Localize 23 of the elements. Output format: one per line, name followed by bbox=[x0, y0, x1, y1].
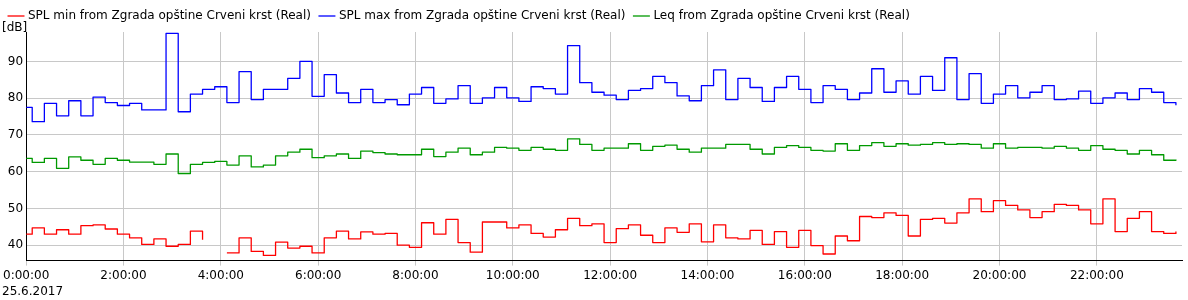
x-tick-label: 10:00:00 bbox=[485, 267, 540, 282]
y-axis-title: [dB] bbox=[2, 20, 28, 35]
y-tick-label: 70 bbox=[7, 127, 24, 142]
y-tick-label: 40 bbox=[7, 237, 24, 252]
x-tick-label: 16:00:00 bbox=[777, 267, 832, 282]
x-tick-label: 0:00:00 bbox=[3, 267, 50, 282]
x-tick-label: 6:00:00 bbox=[295, 267, 342, 282]
legend-label: SPL min from Zgrada opštine Crveni krst (Real) bbox=[28, 8, 311, 23]
x-tick-label: 12:00:00 bbox=[583, 267, 638, 282]
x-tick-label: 2:00:00 bbox=[100, 267, 147, 282]
x-tick-label: 4:00:00 bbox=[197, 267, 244, 282]
x-tick-label: 8:00:00 bbox=[392, 267, 439, 282]
legend-label: Leq from Zgrada opštine Crveni krst (Real) bbox=[653, 8, 910, 23]
y-tick-label: 50 bbox=[7, 200, 24, 215]
x-tick-label: 14:00:00 bbox=[680, 267, 735, 282]
x-tick-label: 22:00:00 bbox=[1069, 267, 1124, 282]
x-tick-label: 18:00:00 bbox=[875, 267, 930, 282]
y-tick-label: 90 bbox=[7, 53, 24, 68]
text: 25.6.2017 bbox=[2, 284, 64, 299]
x-tick-label: 20:00:00 bbox=[972, 267, 1027, 282]
y-tick-label: 80 bbox=[7, 90, 24, 105]
y-tick-label: 60 bbox=[7, 163, 24, 178]
legend-label: SPL max from Zgrada opštine Crveni krst (Real) bbox=[338, 8, 626, 23]
